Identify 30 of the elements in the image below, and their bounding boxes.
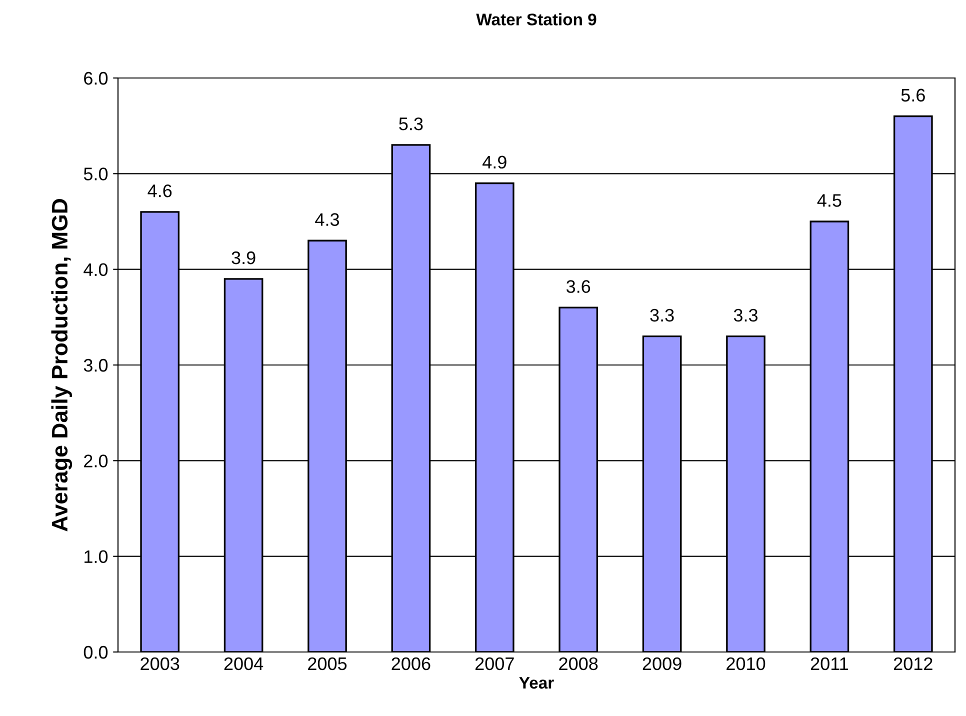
x-tick-label: 2008 (559, 657, 598, 670)
x-tick-label: 2003 (140, 657, 180, 670)
x-tick-label: 2012 (894, 657, 932, 670)
x-tick-label: 2010 (726, 657, 766, 670)
data-label: 4.9 (482, 156, 506, 169)
x-axis-title: Year (519, 677, 554, 689)
x-tick-label: 2007 (475, 657, 514, 670)
data-label: 4.5 (817, 194, 842, 207)
y-tick-label: 6.0 (84, 72, 108, 85)
y-tick-label: 3.0 (84, 358, 108, 372)
x-tick-label: 2006 (392, 657, 430, 670)
data-label: 5.6 (901, 88, 925, 102)
data-label: 3.9 (232, 251, 256, 264)
y-tick-label: 2.0 (84, 454, 108, 468)
x-tick-label: 2011 (810, 657, 848, 670)
y-tick-label: 0.0 (84, 646, 108, 659)
data-label: 3.3 (650, 308, 674, 322)
data-label: 4.3 (315, 213, 340, 226)
y-tick-label: 1.0 (84, 550, 108, 564)
data-label: 5.3 (399, 118, 423, 130)
y-axis-title: Average Daily Production, MGD (51, 199, 72, 532)
x-tick-label: 2005 (308, 657, 347, 670)
y-tick-label: 5.0 (84, 168, 108, 180)
data-label: 3.3 (734, 308, 758, 322)
data-label: 4.6 (148, 184, 172, 198)
data-label: 3.6 (566, 280, 590, 293)
x-tick-label: 2004 (224, 657, 264, 670)
chart-title: Water Station 9 (476, 13, 596, 26)
x-tick-label: 2009 (642, 657, 682, 670)
y-tick-label: 4.0 (84, 263, 108, 276)
